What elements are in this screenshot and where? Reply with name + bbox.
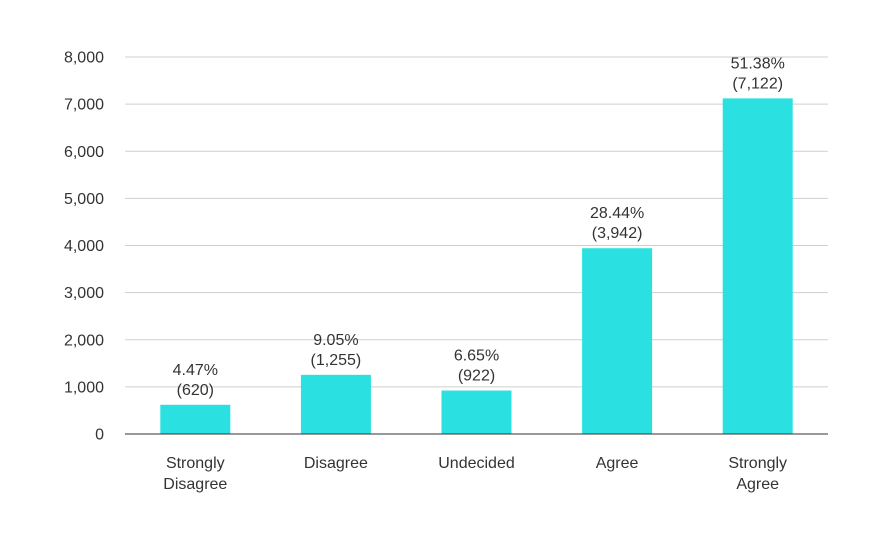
y-tick-label: 0 — [95, 427, 104, 444]
labels: 0 1,000 2,000 3,000 4,000 5,000 6,000 7,000 8,00… — [64, 50, 787, 494]
y-tick-label: 4,000 — [64, 238, 104, 255]
y-tick-label: 6,000 — [64, 144, 104, 161]
y-tick-label: 1,000 — [64, 379, 104, 396]
data-label: 4.47% (620) — [173, 362, 218, 399]
bars — [160, 98, 793, 435]
data-label: 28.44% (3,942) — [590, 205, 644, 242]
y-tick-label: 5,000 — [64, 191, 104, 208]
bar — [722, 98, 793, 435]
x-tick-label: Agree — [596, 455, 639, 472]
x-tick-label: Undecided — [438, 455, 515, 472]
bar — [441, 390, 512, 434]
bar — [160, 404, 231, 434]
x-tick-label: Disagree — [304, 455, 368, 472]
x-tick-label: Strongly Agree — [728, 455, 787, 493]
y-tick-label: 8,000 — [64, 50, 104, 67]
y-tick-label: 2,000 — [64, 332, 104, 349]
x-tick-label: Strongly Disagree — [163, 455, 227, 493]
gridlines — [125, 56, 828, 388]
y-tick-label: 3,000 — [64, 285, 104, 302]
y-tick-label: 7,000 — [64, 97, 104, 114]
bar — [300, 374, 371, 434]
data-label: 6.65% (922) — [454, 348, 499, 385]
data-label: 9.05% (1,255) — [311, 332, 362, 369]
bar — [582, 248, 653, 434]
data-label: 51.38% (7,122) — [731, 55, 785, 92]
